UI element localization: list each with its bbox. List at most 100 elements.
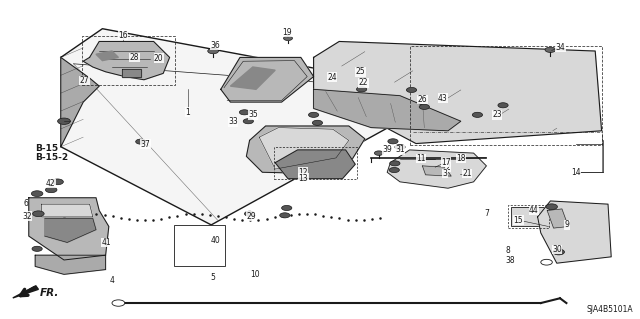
Text: 40: 40 [210, 236, 220, 245]
Circle shape [541, 259, 552, 265]
Polygon shape [221, 57, 314, 102]
Circle shape [284, 36, 292, 41]
Text: 29: 29 [246, 212, 257, 221]
Circle shape [312, 120, 323, 125]
Text: 15: 15 [513, 216, 524, 225]
Text: 14: 14 [571, 168, 581, 177]
Circle shape [356, 87, 367, 92]
Text: 25: 25 [355, 67, 365, 76]
Text: 41: 41 [101, 238, 111, 247]
Text: 18: 18 [456, 154, 465, 163]
Polygon shape [422, 166, 451, 176]
Circle shape [388, 139, 398, 144]
Circle shape [390, 161, 400, 166]
Text: 9: 9 [564, 220, 570, 229]
Bar [511, 207, 546, 226]
Circle shape [472, 112, 483, 117]
Polygon shape [29, 198, 109, 260]
Circle shape [546, 204, 557, 210]
Polygon shape [61, 29, 397, 225]
Polygon shape [387, 150, 486, 188]
Circle shape [553, 249, 564, 255]
Bar [274, 147, 357, 179]
Circle shape [374, 151, 383, 155]
Polygon shape [42, 204, 93, 217]
Polygon shape [230, 67, 275, 89]
Text: 13: 13 [298, 174, 308, 182]
Text: 4: 4 [109, 276, 115, 285]
Text: 31: 31 [395, 145, 405, 154]
Text: 35: 35 [248, 110, 258, 119]
Polygon shape [314, 89, 461, 131]
Circle shape [419, 104, 429, 109]
Text: 12: 12 [299, 168, 308, 177]
Polygon shape [122, 69, 141, 77]
Text: 26: 26 [417, 95, 428, 104]
Text: B-15-2: B-15-2 [35, 153, 68, 162]
Circle shape [52, 179, 63, 185]
Polygon shape [96, 51, 118, 61]
Text: 43: 43 [438, 94, 448, 103]
Circle shape [406, 87, 417, 93]
Polygon shape [246, 126, 365, 174]
Bar [82, 36, 175, 85]
Text: 33: 33 [228, 117, 238, 126]
Text: 2: 2 [445, 163, 451, 172]
Circle shape [45, 187, 57, 193]
Circle shape [545, 47, 556, 52]
Polygon shape [45, 219, 96, 242]
Text: 22: 22 [359, 78, 368, 87]
Text: 20: 20 [154, 54, 164, 63]
Text: B-15: B-15 [35, 144, 58, 153]
Text: 16: 16 [118, 31, 128, 40]
Polygon shape [275, 150, 355, 179]
Text: 30: 30 [552, 245, 562, 254]
Text: 42: 42 [45, 179, 56, 188]
Bar [174, 225, 225, 266]
Text: 28: 28 [130, 53, 139, 62]
Circle shape [33, 211, 44, 217]
Bar [410, 46, 602, 145]
Text: FR.: FR. [40, 287, 59, 298]
Polygon shape [83, 41, 170, 80]
Text: 24: 24 [327, 73, 337, 82]
Text: 10: 10 [250, 270, 260, 279]
Text: 3: 3 [442, 169, 447, 178]
Text: 6: 6 [23, 199, 28, 208]
Text: 7: 7 [484, 209, 489, 218]
Circle shape [244, 211, 255, 216]
Text: 8: 8 [505, 246, 510, 255]
Circle shape [243, 119, 253, 124]
Circle shape [498, 103, 508, 108]
Polygon shape [547, 209, 568, 228]
Text: 17: 17 [441, 158, 451, 167]
Text: 21: 21 [463, 169, 472, 178]
Polygon shape [35, 255, 106, 274]
Text: 23: 23 [492, 110, 502, 119]
Circle shape [280, 213, 290, 218]
Polygon shape [538, 201, 611, 263]
Text: 37: 37 [140, 140, 150, 149]
Circle shape [136, 139, 146, 144]
Circle shape [31, 191, 43, 197]
Circle shape [308, 112, 319, 117]
Circle shape [32, 246, 42, 251]
Circle shape [395, 145, 405, 150]
Circle shape [389, 167, 399, 173]
Circle shape [239, 110, 250, 115]
Text: 36: 36 [210, 41, 220, 50]
Text: 5: 5 [210, 273, 215, 282]
Text: SJA4B5101A: SJA4B5101A [587, 305, 634, 314]
Circle shape [112, 300, 125, 306]
Polygon shape [259, 128, 349, 169]
Text: 39: 39 [382, 145, 392, 154]
Circle shape [58, 118, 70, 124]
Circle shape [282, 205, 292, 211]
Circle shape [208, 48, 218, 54]
Text: 19: 19 [282, 28, 292, 37]
Bar [508, 205, 549, 228]
Text: 38: 38 [505, 256, 515, 265]
Polygon shape [13, 286, 38, 298]
Polygon shape [61, 57, 99, 147]
Text: 27: 27 [79, 76, 90, 85]
